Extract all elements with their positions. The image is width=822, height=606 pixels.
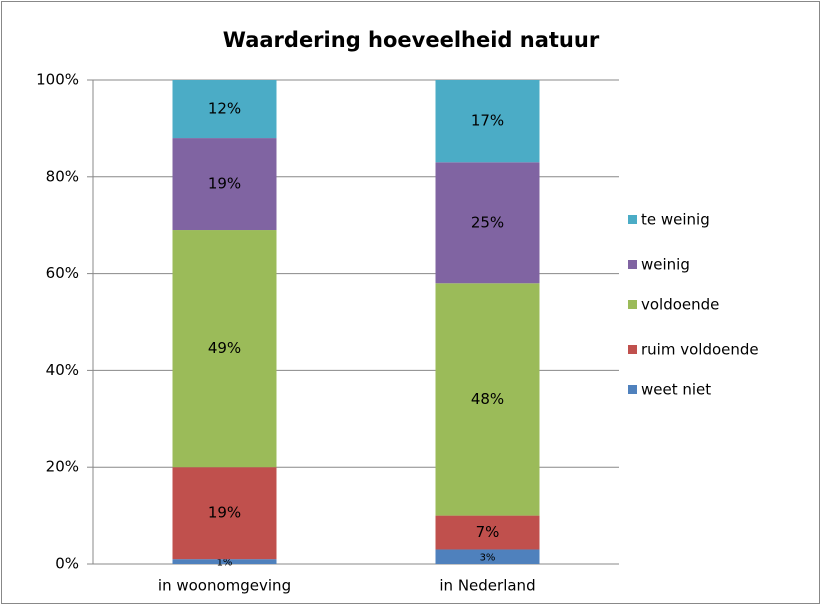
y-tick-label: 40%	[46, 361, 79, 379]
bar-segment	[435, 162, 540, 284]
data-label: 1%	[217, 558, 233, 569]
y-tick-label: 0%	[55, 555, 79, 573]
bar-segment	[435, 80, 540, 163]
bar-segment	[172, 138, 277, 231]
legend-swatch	[628, 260, 637, 269]
y-tick-label: 20%	[46, 458, 79, 476]
data-label: 49%	[208, 339, 241, 357]
data-label: 25%	[471, 213, 504, 231]
data-label: 48%	[471, 390, 504, 408]
legend-swatch	[628, 385, 637, 394]
data-label: 7%	[476, 523, 500, 541]
y-tick-label: 60%	[46, 264, 79, 282]
bar-segment	[172, 467, 277, 560]
bar-segment	[172, 80, 277, 139]
x-tick-label: in woonomgeving	[158, 577, 291, 595]
legend-swatch	[628, 345, 637, 354]
bar-segment	[172, 559, 277, 564]
bar-segment	[435, 283, 540, 516]
legend-swatch	[628, 300, 637, 309]
x-tick-label: in Nederland	[439, 577, 535, 595]
data-label: 17%	[471, 112, 504, 130]
bar-segment	[435, 515, 540, 550]
data-label: 19%	[208, 504, 241, 522]
data-label: 19%	[208, 175, 241, 193]
bar-segment	[435, 549, 540, 564]
y-tick-label: 100%	[36, 71, 79, 89]
y-tick-label: 80%	[46, 167, 79, 185]
bar-segment	[172, 230, 277, 468]
legend-swatch	[628, 215, 637, 224]
data-label: 12%	[208, 100, 241, 118]
legend-label: voldoende	[641, 296, 719, 314]
legend-label: weinig	[641, 256, 690, 274]
legend-label: ruim voldoende	[641, 341, 759, 359]
data-label: 3%	[480, 553, 496, 564]
legend-label: te weinig	[641, 211, 710, 229]
legend-label: weet niet	[641, 381, 711, 399]
chart-title: Waardering hoeveelheid natuur	[223, 28, 600, 52]
